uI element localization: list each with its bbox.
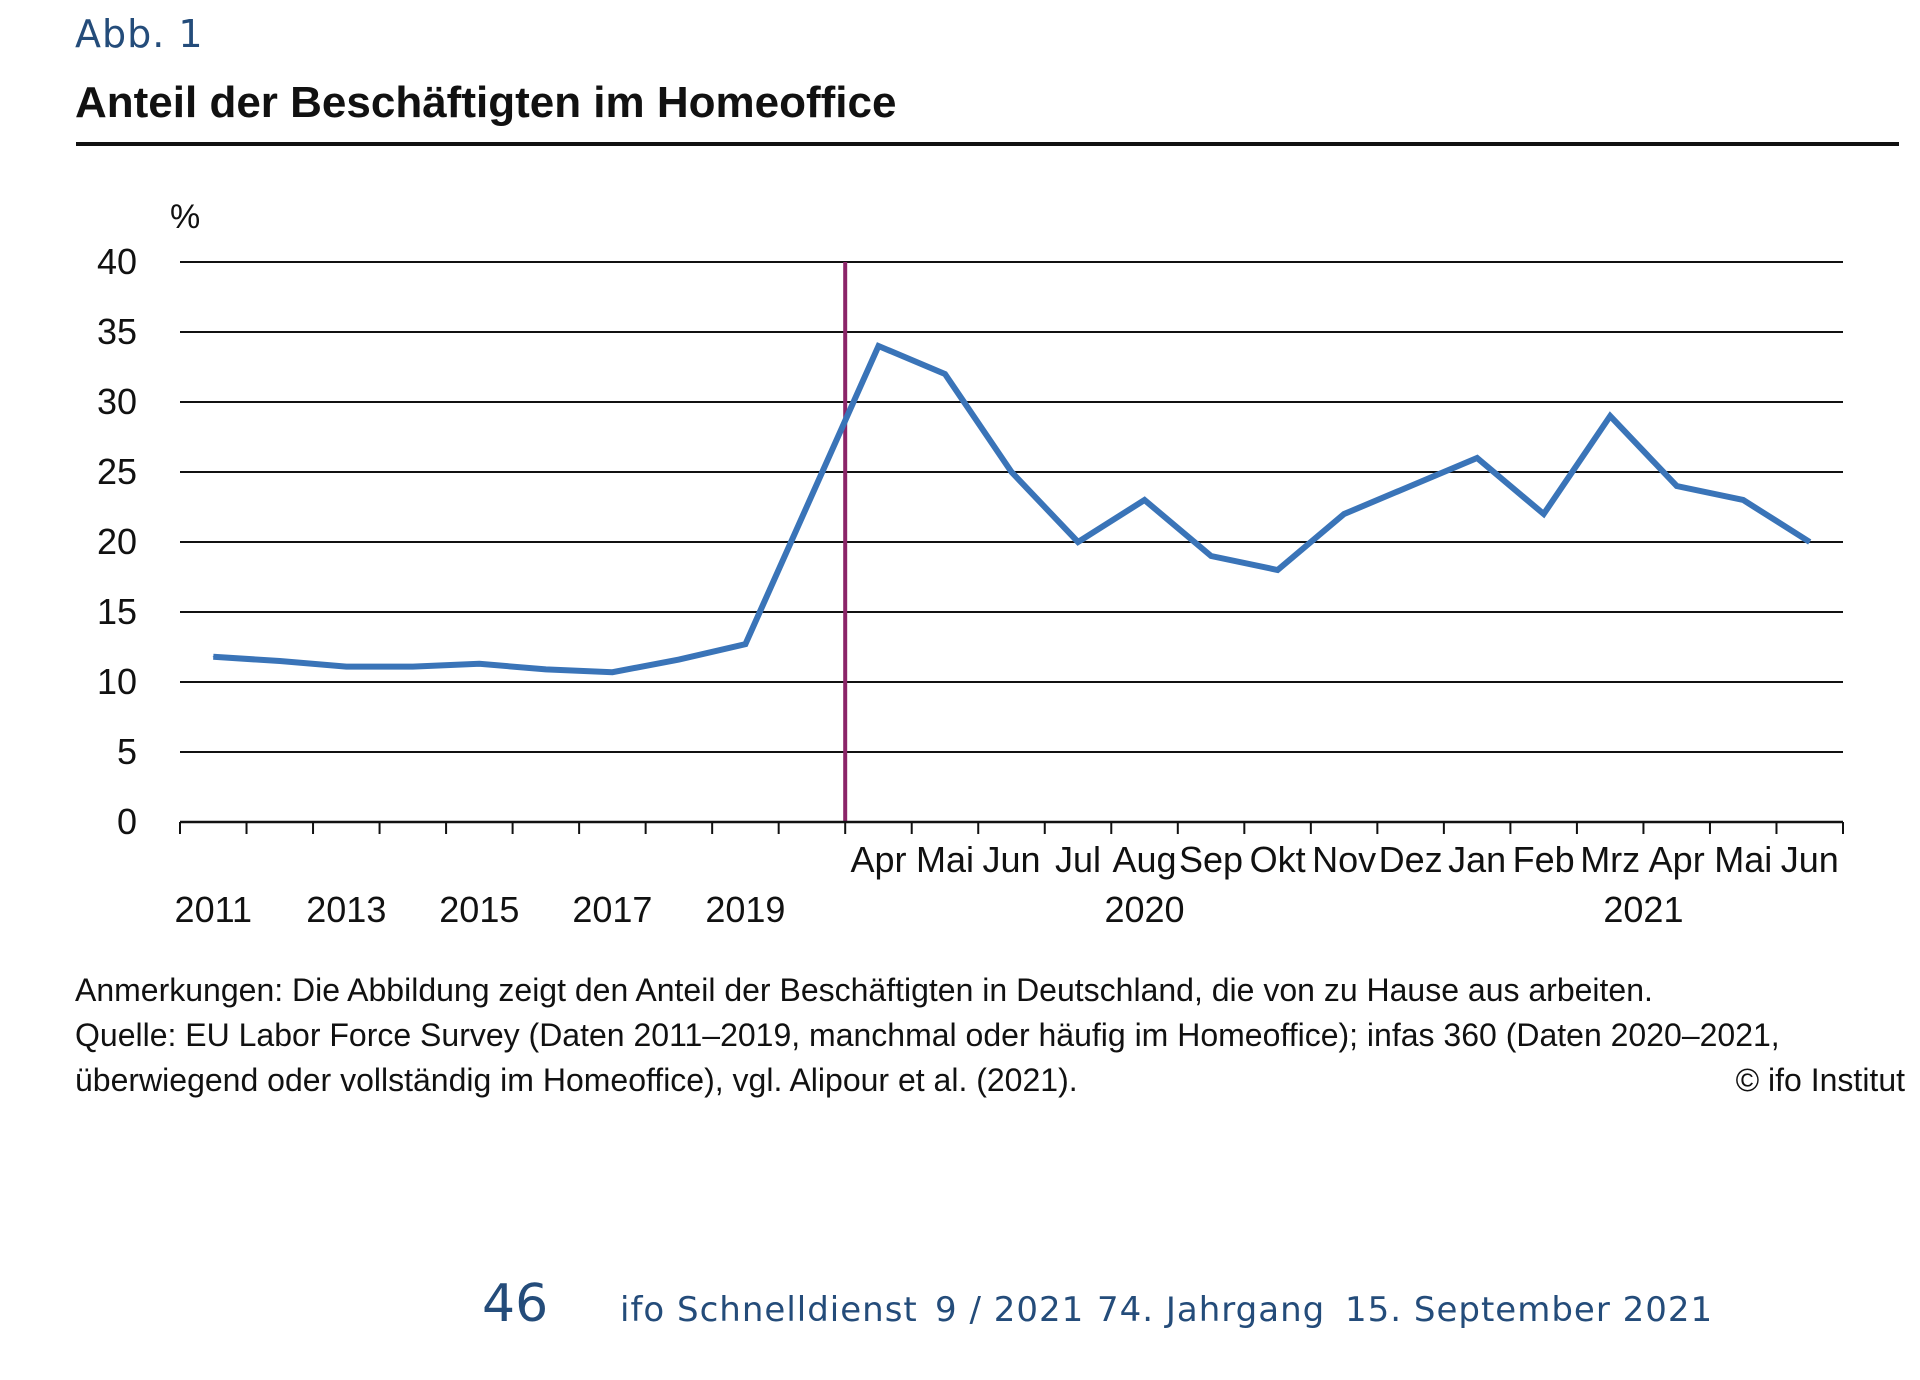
x-year-label: 2019	[705, 889, 785, 930]
chart-title: Anteil der Beschäftigten im Homeoffice	[75, 78, 897, 127]
x-month-label: Okt	[1250, 839, 1306, 880]
issue-number: 9 / 2021	[935, 1290, 1085, 1330]
data-point	[412, 666, 414, 668]
data-point	[1410, 485, 1412, 487]
x-month-label: Apr	[1649, 839, 1705, 880]
data-point	[1011, 471, 1012, 473]
x-month-label: Dez	[1379, 839, 1443, 880]
y-tick-label: 10	[97, 661, 137, 702]
y-tick-label: 40	[97, 241, 137, 282]
grid-lines	[180, 261, 1843, 753]
x-month-label: Apr	[850, 839, 906, 880]
x-month-label: Jan	[1448, 839, 1506, 880]
x-month-label: Mai	[1714, 839, 1772, 880]
x-month-label: Nov	[1312, 839, 1376, 880]
data-point	[1210, 555, 1212, 557]
x-month-label: Mai	[916, 839, 974, 880]
x-group-label: 2021	[1603, 889, 1683, 930]
notes-remarks: Anmerkungen: Die Abbildung zeigt den Ant…	[75, 972, 1653, 1008]
x-month-label: Jun	[982, 839, 1040, 880]
data-point	[1809, 541, 1811, 543]
y-tick-label: 5	[117, 731, 137, 772]
publication-date: 15. September 2021	[1345, 1290, 1714, 1330]
y-tick-label: 20	[97, 521, 137, 562]
data-point	[1277, 569, 1279, 571]
data-point	[345, 666, 347, 668]
y-tick-label: 15	[97, 591, 137, 632]
page-number: 46	[482, 1274, 549, 1334]
notes-source-cont: überwiegend oder vollständig im Homeoffi…	[75, 1058, 1905, 1103]
data-point	[678, 659, 680, 661]
data-point	[279, 660, 281, 662]
chart-notes: Anmerkungen: Die Abbildung zeigt den Ant…	[75, 968, 1905, 1103]
copyright: © ifo Institut	[1735, 1062, 1905, 1098]
data-point	[478, 663, 480, 665]
series-line	[212, 342, 1812, 676]
x-year-label: 2017	[572, 889, 652, 930]
x-month-label: Mrz	[1580, 839, 1640, 880]
y-tick-label: 25	[97, 451, 137, 492]
x-group-label: 2020	[1104, 889, 1184, 930]
data-point	[545, 668, 547, 670]
line-chart: 0 5 10 15 20 25 30 35 40% 2011 2013 2015 2017 2019 Apr…	[97, 198, 1844, 930]
notes-source-line3: überwiegend oder vollständig im Homeoffi…	[75, 1062, 1078, 1098]
x-month-label: Jun	[1781, 839, 1839, 880]
data-point	[212, 656, 214, 658]
data-point	[1476, 457, 1478, 459]
page-footer: 46 ifo Schnelldienst 9 / 2021 74. Jahrga…	[0, 1270, 1920, 1350]
x-month-label: Feb	[1513, 839, 1575, 880]
x-month-label: Sep	[1179, 839, 1243, 880]
title-rule	[76, 142, 1899, 146]
data-point	[877, 345, 879, 347]
axis-labels: 0 5 10 15 20 25 30 35 40% 2011 2013 2015 2017 2019 Apr…	[97, 198, 1839, 930]
x-year-label: 2013	[306, 889, 386, 930]
data-point	[1077, 541, 1079, 543]
y-tick-label: 35	[97, 311, 137, 352]
x-month-label: Aug	[1113, 839, 1177, 880]
y-tick-label: 30	[97, 381, 137, 422]
data-point	[1543, 513, 1545, 515]
figure-label: Abb. 1	[75, 12, 204, 56]
data-point	[1609, 415, 1611, 417]
data-point	[1144, 499, 1146, 501]
y-axis-unit: %	[170, 198, 200, 236]
x-axis	[179, 820, 1844, 834]
y-tick-label: 0	[117, 801, 137, 842]
x-year-label: 2015	[439, 889, 519, 930]
data-point	[744, 643, 746, 645]
data-point	[611, 671, 613, 673]
notes-source: Quelle: EU Labor Force Survey (Daten 201…	[75, 1017, 1780, 1053]
data-point	[1742, 499, 1744, 501]
publication-name: ifo Schnelldienst	[620, 1290, 918, 1330]
data-point	[944, 373, 946, 375]
data-point	[1676, 485, 1678, 487]
data-point	[1343, 513, 1345, 515]
x-year-label: 2011	[175, 889, 252, 930]
x-month-label: Jul	[1055, 839, 1101, 880]
series-polyline	[213, 342, 1812, 676]
volume: 74. Jahrgang	[1097, 1290, 1326, 1330]
